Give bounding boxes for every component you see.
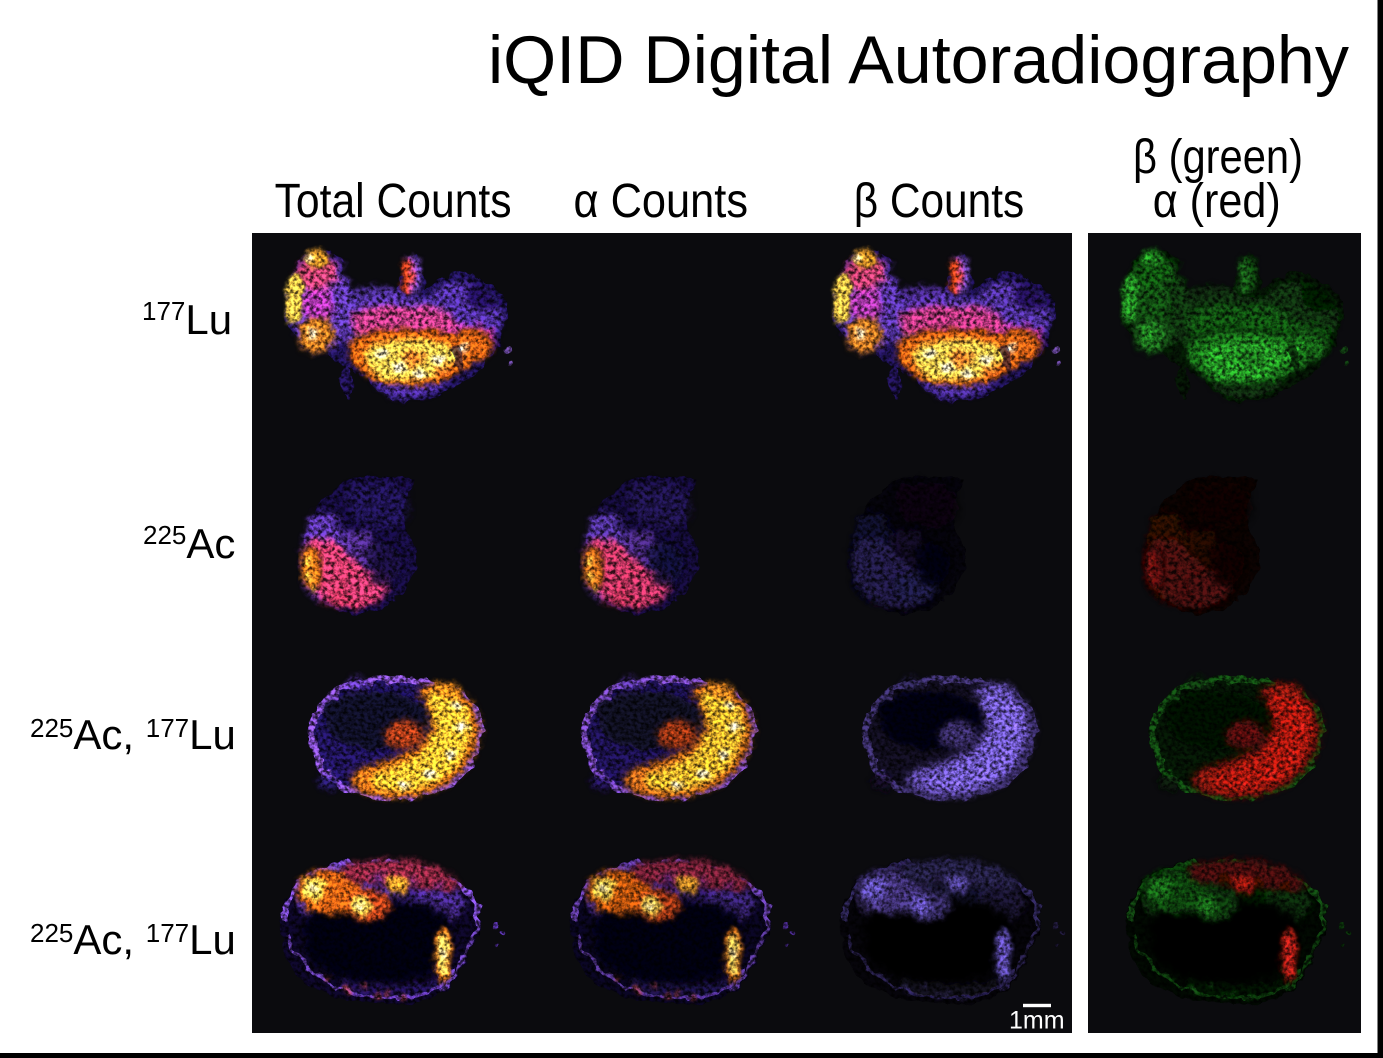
svg-text:α (red): α (red)	[1153, 175, 1281, 228]
svg-text:β Counts: β Counts	[854, 175, 1024, 228]
svg-text:225Ac, 177Lu: 225Ac, 177Lu	[30, 916, 236, 963]
svg-text:α Counts: α Counts	[574, 175, 749, 228]
svg-text:iQID Digital Autoradiography: iQID Digital Autoradiography	[488, 22, 1349, 98]
svg-text:177Lu: 177Lu	[142, 296, 232, 343]
svg-text:Total Counts: Total Counts	[275, 175, 512, 228]
svg-text:225Ac: 225Ac	[143, 520, 235, 567]
svg-text:225Ac, 177Lu: 225Ac, 177Lu	[30, 711, 236, 758]
svg-text:β (green): β (green)	[1133, 131, 1303, 184]
svg-text:1mm: 1mm	[1009, 1007, 1065, 1035]
